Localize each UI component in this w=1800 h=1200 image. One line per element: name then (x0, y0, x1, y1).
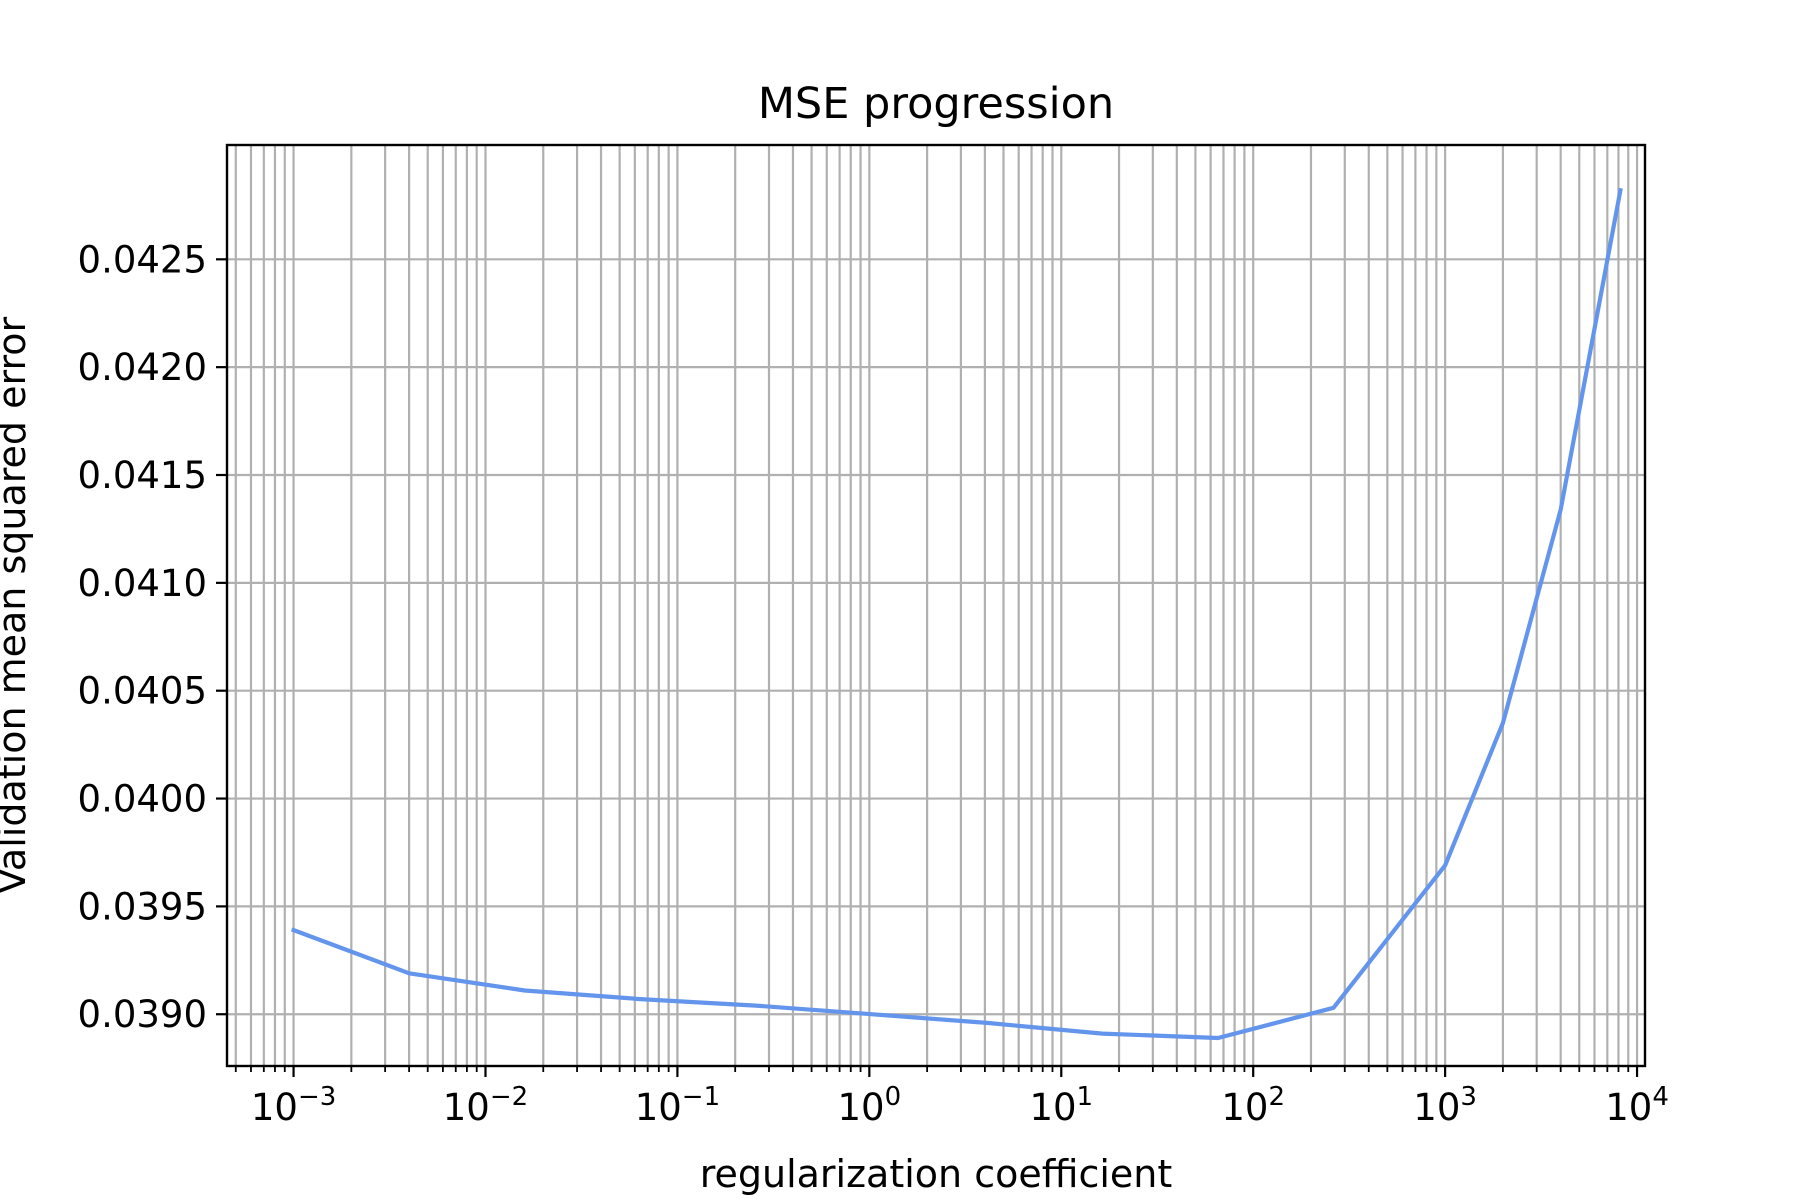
series-line (290, 187, 1623, 1041)
x-tick-label: 10−3 (251, 1082, 336, 1129)
y-tick-label: 0.0405 (78, 670, 207, 713)
x-tick-label: 100 (838, 1082, 902, 1129)
ticks: 10−3 10−2 10−1 100 101 102 103 104 0.0390 0.0395 0… (78, 238, 1669, 1129)
grid (227, 145, 1645, 1066)
y-tick-label: 0.0390 (78, 993, 207, 1036)
x-tick-label: 10−1 (635, 1082, 720, 1129)
y-tick-label: 0.0420 (78, 346, 207, 389)
x-tick-label: 102 (1221, 1082, 1285, 1129)
x-tick-label: 10−2 (443, 1082, 528, 1129)
series-layer (290, 187, 1623, 1041)
y-tick-label: 0.0410 (78, 562, 207, 605)
y-tick-label: 0.0400 (78, 778, 207, 821)
y-tick-label: 0.0425 (78, 238, 207, 281)
x-tick-label: 101 (1029, 1082, 1093, 1129)
chart-title: MSE progression (758, 79, 1114, 129)
y-axis-label: Validation mean squared error (0, 317, 34, 895)
y-tick-label: 0.0415 (78, 454, 207, 497)
x-tick-label: 103 (1413, 1082, 1477, 1129)
x-axis-label: regularization coefficient (700, 1152, 1173, 1196)
y-tick-label: 0.0395 (78, 885, 207, 928)
x-tick-label: 104 (1605, 1082, 1669, 1129)
plot-frame (225, 143, 1647, 1068)
